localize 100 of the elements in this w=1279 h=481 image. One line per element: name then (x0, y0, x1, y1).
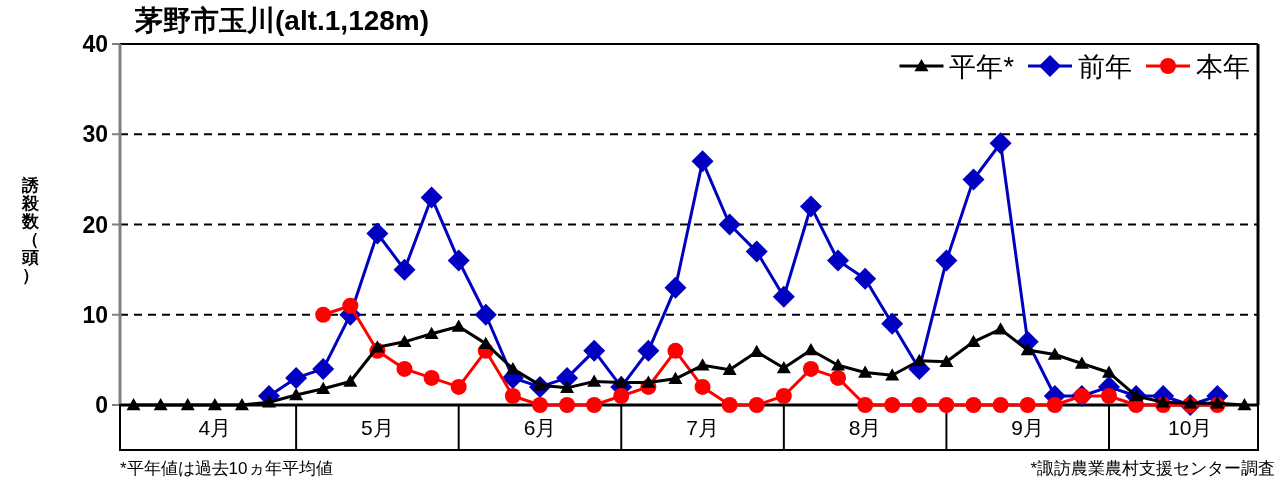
point (478, 336, 493, 349)
text: *諏訪農業農村支援センター調査 (1030, 459, 1275, 478)
point (450, 378, 467, 395)
point (587, 374, 602, 387)
point (668, 371, 683, 385)
point (802, 360, 819, 377)
point (1019, 397, 1036, 413)
point (126, 398, 141, 411)
point (912, 353, 927, 367)
point (1156, 395, 1171, 408)
point (396, 360, 413, 377)
point (342, 297, 359, 314)
legend-label: 平年* (949, 52, 1015, 82)
point (993, 322, 1008, 335)
point (343, 374, 358, 387)
point (504, 387, 521, 404)
point (885, 368, 900, 381)
point (1100, 387, 1117, 404)
x-tick-label: 4月 (198, 416, 232, 439)
point (857, 397, 874, 413)
point (803, 342, 818, 356)
point (397, 334, 412, 348)
point (315, 306, 332, 323)
point (939, 354, 954, 367)
point (312, 357, 335, 380)
legend-label: 本年 (1196, 52, 1250, 82)
point (827, 249, 850, 272)
point (474, 303, 497, 326)
point (721, 397, 738, 413)
point (830, 369, 847, 386)
point (393, 258, 416, 281)
y-tick-label: 0 (95, 392, 108, 418)
point (613, 387, 630, 404)
point (180, 398, 195, 411)
point (694, 378, 711, 395)
y-tick-label: 40 (82, 31, 108, 57)
point (1101, 365, 1116, 378)
point (664, 276, 687, 299)
x-tick-label: 10月 (1168, 416, 1213, 439)
point (234, 398, 249, 411)
point (718, 213, 741, 236)
point (667, 342, 684, 359)
point (560, 380, 575, 394)
y-axis-title: 誘殺数（頭） (20, 176, 40, 285)
point (965, 397, 982, 413)
y-tick-label: 10 (82, 301, 108, 328)
point (637, 339, 660, 362)
point (776, 361, 791, 374)
point (992, 397, 1009, 413)
point (366, 222, 389, 245)
point (1237, 398, 1252, 411)
point (938, 397, 955, 413)
point (745, 240, 768, 263)
point (153, 398, 168, 411)
point (799, 195, 822, 218)
point (772, 285, 795, 308)
point (749, 344, 764, 357)
point (691, 150, 714, 173)
point (831, 358, 846, 371)
point (1047, 347, 1062, 360)
point (420, 186, 443, 209)
point (1046, 397, 1063, 413)
point (447, 249, 470, 272)
point (316, 381, 331, 395)
point (423, 369, 440, 386)
y-tick-label: 30 (82, 121, 108, 148)
point (695, 358, 710, 371)
point (586, 397, 603, 413)
text: *平年値は過去10ヵ年平均値 (120, 459, 333, 478)
point (1210, 396, 1225, 409)
point (966, 334, 981, 348)
x-tick-label: 5月 (361, 416, 394, 439)
point (505, 361, 520, 375)
point (962, 168, 985, 191)
point (207, 398, 222, 411)
point (583, 339, 606, 362)
point (559, 397, 576, 413)
point (1074, 356, 1089, 369)
point (451, 319, 466, 332)
legend-label: 前年 (1078, 52, 1132, 82)
point (370, 340, 385, 353)
point (424, 326, 439, 339)
point (1020, 342, 1035, 356)
point (285, 366, 308, 389)
point (935, 249, 958, 272)
x-tick-label: 6月 (523, 416, 557, 439)
chart-title: 茅野市玉川(alt.1,128m) (134, 5, 430, 36)
x-tick-label: 9月 (1011, 416, 1045, 439)
point (881, 312, 904, 335)
point (911, 397, 928, 413)
y-tick-label: 20 (82, 211, 108, 238)
point (289, 388, 304, 401)
x-tick-label: 8月 (848, 416, 882, 439)
point (775, 387, 792, 404)
point (989, 132, 1012, 155)
point (531, 397, 548, 413)
point (854, 267, 877, 290)
point (722, 362, 737, 376)
point (641, 375, 656, 388)
x-tick-label: 7月 (686, 416, 719, 439)
